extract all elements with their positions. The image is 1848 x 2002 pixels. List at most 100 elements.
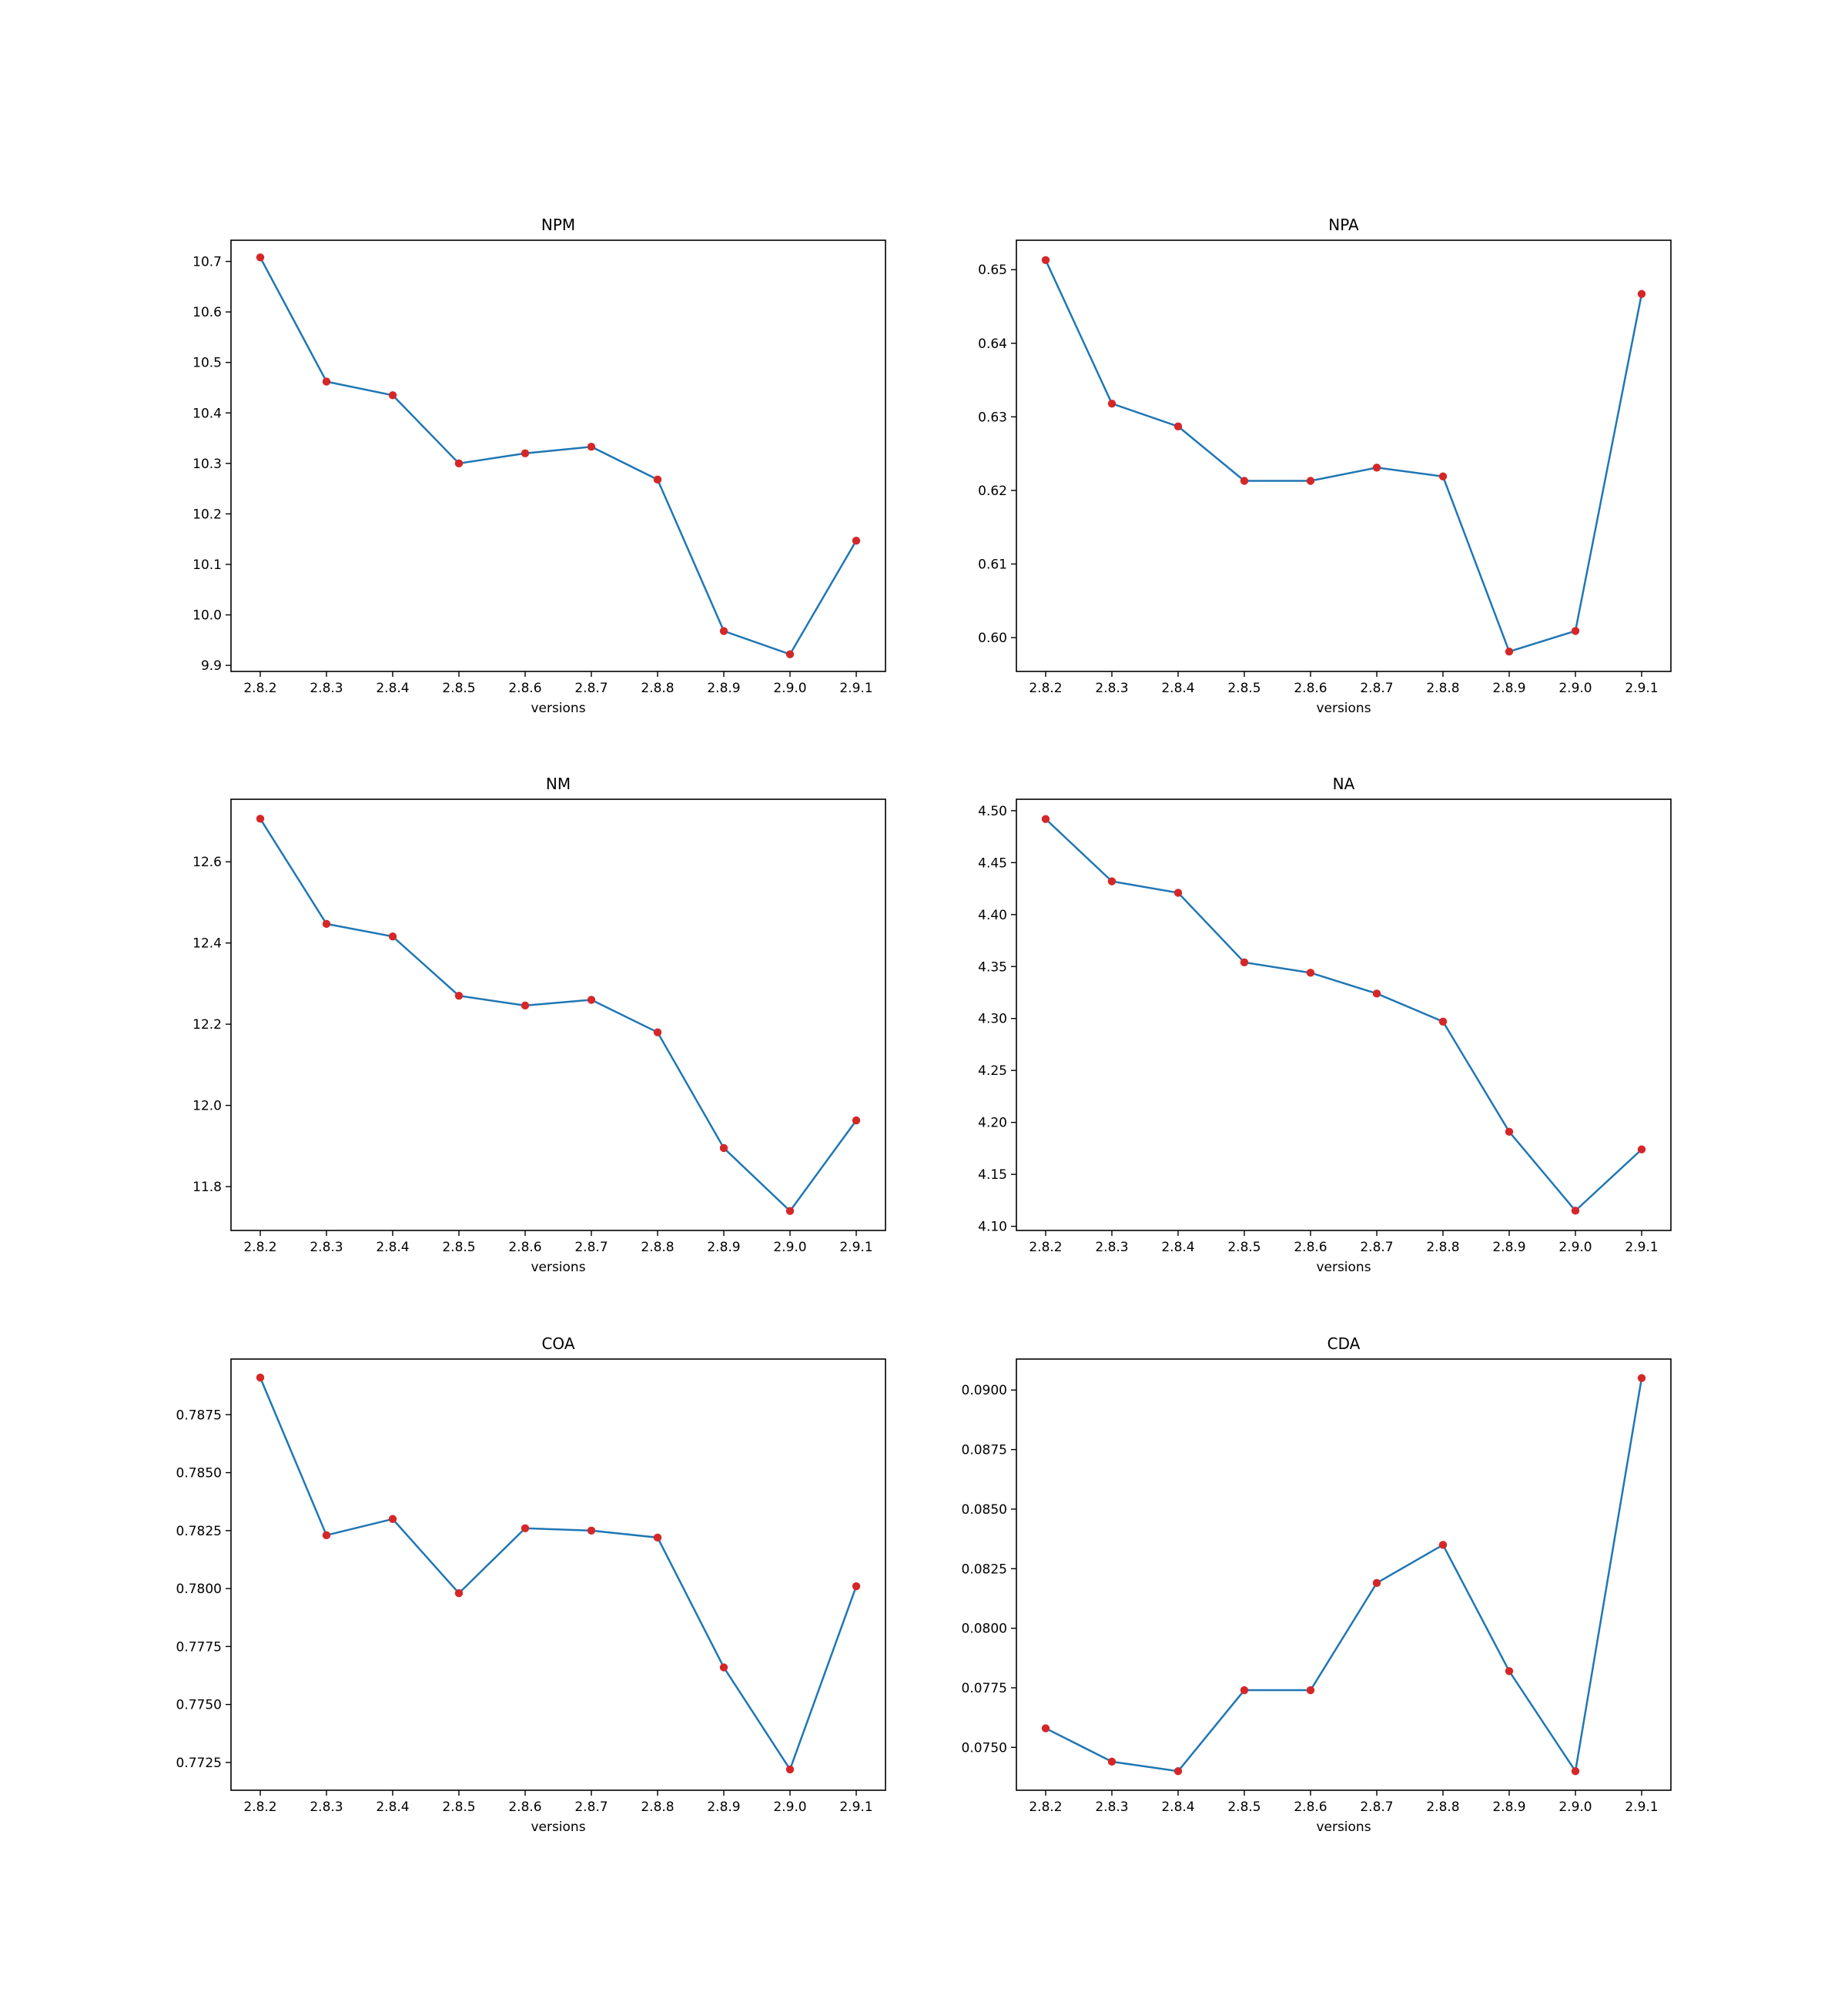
chart-title: CDA <box>1327 1334 1361 1353</box>
y-tick-label: 4.35 <box>978 959 1007 975</box>
data-point <box>1571 1767 1580 1776</box>
x-tick-label: 2.8.2 <box>243 681 276 696</box>
y-tick-label: 0.7875 <box>176 1408 222 1423</box>
x-tick-label: 2.9.1 <box>1625 681 1658 696</box>
data-point <box>1505 647 1514 656</box>
x-tick-label: 2.8.4 <box>376 681 409 696</box>
y-tick-label: 4.40 <box>978 908 1007 923</box>
chart-panel-npa: NPA 0.60 0.61 0.62 0.63 0.64 0.65 2.8.2 2.8.3 2.8… <box>978 216 1672 716</box>
x-tick-label: 2.8.5 <box>1227 1240 1260 1255</box>
y-tick-label: 0.0900 <box>962 1383 1007 1398</box>
y-tick-label: 0.0750 <box>962 1740 1007 1756</box>
chart-panel-coa: COA 0.7725 0.7750 0.7775 0.7800 0.7825 0.7850 0… <box>176 1334 886 1835</box>
y-tick-label: 10.7 <box>192 255 222 270</box>
data-point <box>1041 1724 1050 1732</box>
axes-frame <box>1016 239 1672 672</box>
series-line <box>259 1377 858 1772</box>
data-point <box>1107 1757 1116 1766</box>
x-axis-label: versions <box>531 1820 585 1835</box>
x-tick-label: 2.8.8 <box>641 1240 674 1255</box>
x-tick-label: 2.8.6 <box>508 1240 541 1255</box>
y-tick-label: 0.7850 <box>176 1466 222 1481</box>
axes-frame <box>1016 798 1672 1231</box>
data-point <box>719 1143 728 1153</box>
x-tick-label: 2.8.7 <box>1360 1799 1393 1815</box>
y-tick-label: 0.64 <box>978 336 1007 352</box>
y-tick-label: 10.0 <box>192 608 222 624</box>
data-point <box>1637 1374 1646 1382</box>
y-tick-label: 4.15 <box>978 1167 1007 1183</box>
y-tick-label: 0.63 <box>978 410 1007 425</box>
x-tick-label: 2.8.4 <box>1161 681 1194 696</box>
x-tick-label: 2.9.0 <box>773 681 806 696</box>
x-tick-label: 2.8.6 <box>1294 1799 1327 1815</box>
y-tick-label: 11.8 <box>192 1180 222 1195</box>
x-tick-label: 2.8.3 <box>1095 681 1128 696</box>
x-tick-label: 2.8.7 <box>574 1240 608 1255</box>
data-point <box>521 1524 530 1532</box>
x-tick-label: 2.8.7 <box>574 1799 608 1815</box>
y-tick-label: 4.30 <box>978 1012 1007 1027</box>
data-point <box>1173 889 1183 897</box>
chart-title: NPA <box>1328 216 1359 234</box>
y-tick-label: 0.7750 <box>176 1698 222 1713</box>
y-tick-label: 12.0 <box>192 1099 222 1114</box>
data-point <box>852 1582 861 1591</box>
data-point <box>388 1515 397 1523</box>
y-tick-label: 4.45 <box>978 855 1007 871</box>
data-point <box>322 919 331 929</box>
y-tick-label: 10.3 <box>192 457 222 472</box>
data-point <box>1438 472 1448 480</box>
data-point <box>1571 1207 1580 1215</box>
y-tick-label: 0.0800 <box>962 1622 1007 1637</box>
x-tick-label: 2.8.5 <box>1227 681 1260 696</box>
x-tick-label: 2.8.2 <box>243 1240 276 1255</box>
x-tick-label: 2.8.2 <box>1029 1799 1062 1815</box>
data-point <box>322 1531 331 1540</box>
y-tick-label: 10.2 <box>192 507 222 522</box>
data-point <box>1107 399 1116 408</box>
x-tick-label: 2.8.9 <box>707 1799 740 1815</box>
y-tick-label: 0.0875 <box>962 1443 1007 1458</box>
data-point <box>388 391 397 400</box>
data-point <box>719 627 728 635</box>
x-axis-label: versions <box>1316 1820 1371 1835</box>
data-point <box>1173 422 1183 430</box>
data-point <box>587 996 596 1004</box>
data-point <box>1041 256 1050 265</box>
data-point <box>1505 1127 1514 1137</box>
x-tick-label: 2.9.1 <box>1625 1799 1658 1815</box>
y-tick-label: 4.25 <box>978 1063 1007 1079</box>
data-point <box>653 1028 662 1036</box>
y-tick-label: 10.1 <box>192 557 222 573</box>
y-tick-label: 9.9 <box>201 658 222 674</box>
y-tick-label: 0.0850 <box>962 1502 1007 1518</box>
x-tick-label: 2.8.9 <box>1492 681 1525 696</box>
chart-title: COA <box>541 1334 574 1353</box>
data-point <box>454 459 464 468</box>
x-tick-label: 2.8.8 <box>641 1799 674 1815</box>
data-point <box>852 536 861 545</box>
chart-panel-nm: NM 11.8 12.0 12.2 12.4 12.6 2.8.2 2.8.3 2.8.4 2.8… <box>192 775 886 1275</box>
axes-frame <box>1016 1358 1672 1791</box>
x-axis-label: versions <box>1316 701 1371 716</box>
y-tick-label: 0.7800 <box>176 1582 222 1597</box>
x-tick-label: 2.8.3 <box>310 1799 343 1815</box>
data-point <box>454 992 464 1000</box>
x-tick-label: 2.8.4 <box>1161 1240 1194 1255</box>
x-tick-label: 2.8.5 <box>442 1799 475 1815</box>
x-tick-label: 2.8.9 <box>1492 1240 1525 1255</box>
x-tick-label: 2.9.0 <box>773 1240 806 1255</box>
y-tick-label: 10.4 <box>192 406 222 421</box>
x-tick-label: 2.8.9 <box>1492 1799 1525 1815</box>
data-point <box>1372 464 1381 472</box>
data-point <box>454 1589 464 1598</box>
data-point <box>852 1116 861 1125</box>
data-point <box>1306 477 1315 485</box>
x-tick-label: 2.8.4 <box>376 1799 409 1815</box>
data-point <box>587 1526 596 1535</box>
x-tick-label: 2.8.8 <box>1426 1799 1459 1815</box>
data-point <box>1571 627 1580 635</box>
y-tick-label: 4.50 <box>978 804 1007 819</box>
